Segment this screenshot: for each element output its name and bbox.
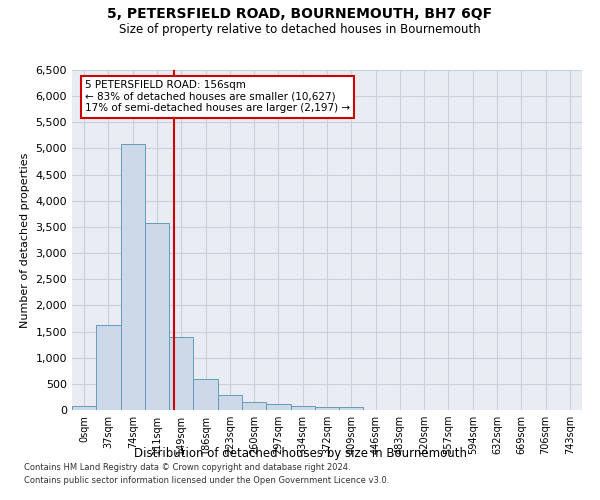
Bar <box>339 408 364 410</box>
Text: Contains HM Land Registry data © Crown copyright and database right 2024.: Contains HM Land Registry data © Crown c… <box>24 464 350 472</box>
Text: 5 PETERSFIELD ROAD: 156sqm
← 83% of detached houses are smaller (10,627)
17% of : 5 PETERSFIELD ROAD: 156sqm ← 83% of deta… <box>85 80 350 114</box>
Bar <box>315 407 339 410</box>
Bar <box>242 402 266 410</box>
Text: 5, PETERSFIELD ROAD, BOURNEMOUTH, BH7 6QF: 5, PETERSFIELD ROAD, BOURNEMOUTH, BH7 6Q… <box>107 8 493 22</box>
Bar <box>121 144 145 410</box>
Bar <box>218 395 242 410</box>
Text: Distribution of detached houses by size in Bournemouth: Distribution of detached houses by size … <box>133 448 467 460</box>
Bar <box>96 324 121 410</box>
Text: Size of property relative to detached houses in Bournemouth: Size of property relative to detached ho… <box>119 22 481 36</box>
Bar <box>145 222 169 410</box>
Bar <box>290 406 315 410</box>
Y-axis label: Number of detached properties: Number of detached properties <box>20 152 30 328</box>
Bar <box>169 337 193 410</box>
Bar <box>193 379 218 410</box>
Text: Contains public sector information licensed under the Open Government Licence v3: Contains public sector information licen… <box>24 476 389 485</box>
Bar <box>72 406 96 410</box>
Bar <box>266 404 290 410</box>
